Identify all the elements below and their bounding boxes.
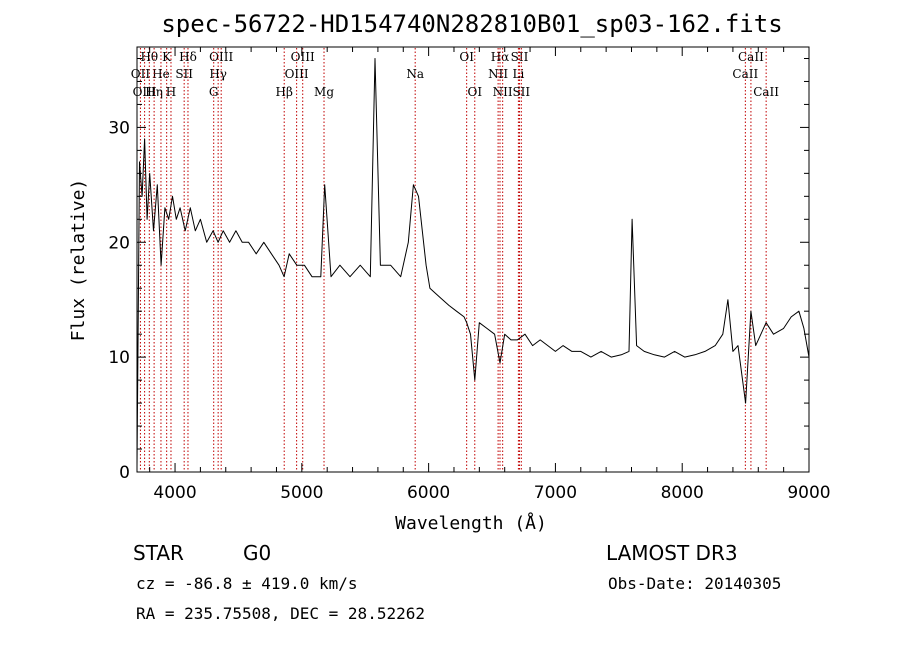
redshift-readout: cz = -86.8 ± 419.0 km/s [136,574,358,593]
y-tick-label: 0 [119,463,130,483]
object-class: STAR [133,541,184,565]
y-tick-label: 20 [108,233,130,253]
line-label: Hα [491,50,510,64]
line-label: SII [175,67,193,81]
plot-frame [136,46,810,473]
chart-title: spec-56722-HD154740N282810B01_sp03-162.f… [161,10,782,38]
line-label: H [166,85,176,99]
y-tick-label: 10 [108,348,130,368]
line-label: K [162,50,172,64]
line-label: Hγ [209,67,227,81]
line-label: NII [488,67,508,81]
line-markers: Hθ OII OIII K He Hη Hδ SII H OIII Hγ G OIII OIII Hβ Mg N… [131,48,779,472]
axis-ticks: 4000 5000 6000 7000 8000 9000 0 10 20 30 [108,47,831,503]
line-label: CaII [738,50,764,64]
line-label: Hη [145,85,163,99]
line-label: OIII [291,50,315,64]
line-label: Hδ [179,50,197,64]
spectrum-line [136,58,810,467]
x-tick-label: 7000 [534,483,577,503]
line-label: OII [131,67,151,81]
line-label: Na [406,67,424,81]
line-label: CaII [732,67,758,81]
line-label: He [152,67,170,81]
line-label: Hθ [140,50,158,64]
line-label: NII [493,85,513,99]
line-label: OI [467,85,482,99]
spectrum-series [136,58,810,467]
line-label: OI [459,50,474,64]
line-label: Li [512,67,524,81]
x-tick-label: 9000 [787,483,830,503]
line-label: Mg [314,85,334,99]
line-label: Hβ [276,85,293,99]
x-tick-label: 8000 [661,483,704,503]
spectral-subclass: G0 [243,541,271,565]
line-label: G [209,85,219,99]
x-tick-label: 5000 [280,483,323,503]
y-tick-label: 30 [108,118,130,138]
observation-date: Obs-Date: 20140305 [608,574,781,593]
x-axis-label: Wavelength (Å) [395,512,547,534]
line-label: OIII [285,67,309,81]
line-label: SII [511,50,529,64]
x-tick-label: 6000 [407,483,450,503]
survey-label: LAMOST DR3 [606,541,738,565]
line-label: CaII [753,85,779,99]
line-label: OIII [209,50,233,64]
x-tick-label: 4000 [153,483,196,503]
line-label: OIII [133,85,157,99]
coordinates-readout: RA = 235.75508, DEC = 28.52262 [136,604,425,623]
y-axis-label: Flux (relative) [68,179,89,342]
line-label: SII [512,85,530,99]
